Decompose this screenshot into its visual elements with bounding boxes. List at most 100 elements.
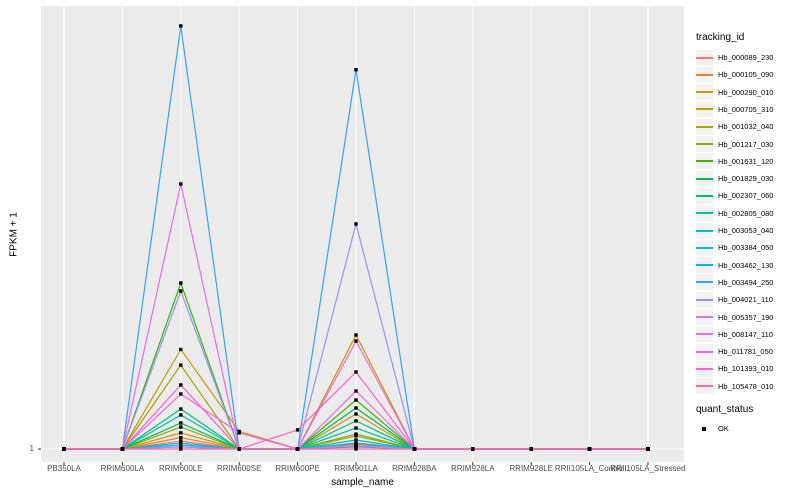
data-point[interactable] [354,426,358,430]
legend-item-Hb_003053_040[interactable]: Hb_003053_040 [696,222,773,239]
data-point[interactable] [354,370,358,374]
data-point[interactable] [354,406,358,410]
legend-item-label: Hb_011781_050 [718,347,773,357]
data-point[interactable] [529,447,533,451]
legend-item-Hb_001032_040[interactable]: Hb_001032_040 [696,118,773,135]
legend-item-label: Hb_003384_050 [718,243,774,253]
data-point[interactable] [354,389,358,393]
data-point[interactable] [354,434,358,438]
legend-item-Hb_000105_090[interactable]: Hb_000105_090 [696,66,773,83]
data-point[interactable] [179,413,183,417]
legend-item-Hb_005357_190[interactable]: Hb_005357_190 [696,309,773,326]
legend-item-Hb_001631_120[interactable]: Hb_001631_120 [696,153,773,170]
data-point[interactable] [179,392,183,396]
x-axis-title: sample_name [331,477,394,488]
legend-key-swatch [696,49,713,66]
data-point[interactable] [587,447,592,451]
legend-item-label: Hb_001217_030 [718,139,774,149]
legend-item-Hb_002307_060[interactable]: Hb_002307_060 [696,187,773,204]
data-point[interactable] [354,438,358,442]
data-point[interactable] [179,383,183,387]
legend-key-swatch [696,360,713,377]
data-point[interactable] [354,412,358,416]
data-point[interactable] [354,441,358,445]
data-point[interactable] [354,398,358,402]
legend-key-swatch [696,101,713,118]
x-tick-label-RRIM600LA: RRIM600LA [100,464,145,473]
data-point[interactable] [646,447,650,451]
legend-key-swatch [696,170,713,187]
x-tick-label-RRIM901LA: RRIM901LA [334,464,378,473]
legend-item-Hb_000290_010[interactable]: Hb_000290_010 [696,84,773,101]
data-point[interactable] [354,222,358,226]
legend-item-Hb_003384_050[interactable]: Hb_003384_050 [696,239,773,256]
data-point[interactable] [179,281,183,285]
legend-item-label: Hb_008147_110 [718,329,773,339]
data-point[interactable] [179,431,183,435]
data-point[interactable] [179,443,183,447]
legend-item-label: Hb_000105_090 [718,70,774,80]
legend-key-swatch [696,343,713,360]
legend-key-swatch [696,118,713,135]
x-tick-label-RRIM600SE: RRIM600SE [216,464,262,473]
data-point[interactable] [179,289,183,293]
legend-item-Hb_011781_050[interactable]: Hb_011781_050 [696,343,773,360]
data-point[interactable] [354,444,358,448]
legend-item-Hb_000705_310[interactable]: Hb_000705_310 [696,101,773,118]
legend-item-Hb_001217_030[interactable]: Hb_001217_030 [696,136,773,153]
data-point[interactable] [412,447,417,451]
data-point[interactable] [179,421,183,425]
legend-item-Hb_003494_250[interactable]: Hb_003494_250 [696,274,773,291]
legend-item-Hb_002805_080[interactable]: Hb_002805_080 [696,205,773,222]
data-point[interactable] [295,428,300,432]
x-tick-label-RRII105LA_Stressed: RRII105LA_Stressed [610,464,686,473]
legend-item-Hb_001829_030[interactable]: Hb_001829_030 [696,170,773,187]
y-axis-tick-label: 1 [29,444,34,453]
legend-item-Hb_008147_110[interactable]: Hb_008147_110 [696,326,773,343]
data-point[interactable] [354,333,358,337]
legend-item-label: Hb_105478_010 [718,381,774,391]
data-point[interactable] [237,447,241,451]
data-point[interactable] [471,447,475,451]
legend-item-Hb_003462_130[interactable]: Hb_003462_130 [696,257,773,274]
legend-key-swatch [696,309,713,325]
data-point[interactable] [354,68,358,72]
data-point[interactable] [120,447,125,451]
legend-item-label: Hb_000089_230 [718,53,774,62]
legend-key-swatch [696,222,713,239]
plot-panel [41,6,684,462]
legend-item-Hb_000089_230[interactable]: Hb_000089_230 [696,49,773,66]
legend-item-label: Hb_002805_080 [718,208,774,218]
data-point[interactable] [179,447,183,451]
data-point[interactable] [179,407,183,411]
data-point[interactable] [354,339,358,343]
data-point[interactable] [354,447,358,451]
data-point[interactable] [354,419,358,423]
data-point[interactable] [179,182,183,186]
data-point[interactable] [62,447,66,451]
legend-item-label: Hb_002307_060 [718,191,774,201]
legend-item-Hb_105478_010[interactable]: Hb_105478_010 [696,378,773,395]
data-point[interactable] [179,435,183,440]
ok-point-icon [696,420,713,437]
legend-item-Hb_101393_010[interactable]: Hb_101393_010 [696,360,773,377]
legend-item-label: Hb_001631_120 [718,156,774,166]
quant-status-legend-title: quant_status [696,404,754,415]
legend-key-swatch [696,378,713,395]
legend-item-label: Hb_004021_110 [718,295,773,305]
legend-item-label: Hb_001032_040 [718,122,774,132]
data-point[interactable] [179,445,183,449]
data-point[interactable] [179,24,183,28]
data-point[interactable] [179,363,183,367]
data-point[interactable] [179,425,183,429]
data-point[interactable] [179,441,183,445]
data-point[interactable] [295,447,300,451]
data-point[interactable] [179,439,183,443]
legend-key-swatch [696,84,713,101]
data-point[interactable] [237,431,241,435]
data-point[interactable] [179,347,183,352]
legend-item-Hb_004021_110[interactable]: Hb_004021_110 [696,291,773,308]
data-point[interactable] [354,432,358,436]
